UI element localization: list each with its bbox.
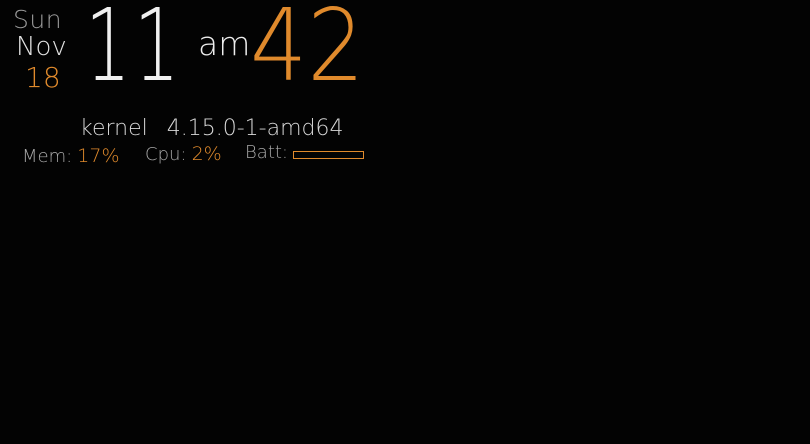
day-of-week: Sun xyxy=(13,5,63,34)
clock-hour: 11 xyxy=(85,0,183,104)
mem-value: 17% xyxy=(77,145,120,167)
cpu-label: Cpu: xyxy=(145,144,187,165)
battery-stat: Batt: xyxy=(245,144,288,162)
batt-label: Batt: xyxy=(245,142,288,163)
kernel-version: 4.15.0-1-amd64 xyxy=(166,116,344,141)
clock-minute: 42 xyxy=(250,0,365,104)
mem-label: Mem: xyxy=(22,146,73,167)
cpu-value: 2% xyxy=(191,143,222,165)
month: Nov xyxy=(16,32,67,62)
clock-ampm: am xyxy=(198,24,251,63)
battery-bar xyxy=(293,151,364,159)
day-of-month: 18 xyxy=(25,61,61,94)
kernel-label: kernel xyxy=(80,116,148,141)
memory-stat: Mem: 17% xyxy=(22,147,120,166)
cpu-stat: Cpu: 2% xyxy=(145,145,222,164)
kernel-info: kernel 4.15.0-1-amd64 xyxy=(80,118,343,140)
